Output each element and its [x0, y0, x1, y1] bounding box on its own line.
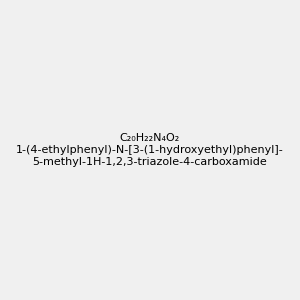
Text: C₂₀H₂₂N₄O₂
1-(4-ethylphenyl)-N-[3-(1-hydroxyethyl)phenyl]-
5-methyl-1H-1,2,3-tri: C₂₀H₂₂N₄O₂ 1-(4-ethylphenyl)-N-[3-(1-hyd…	[16, 134, 284, 166]
